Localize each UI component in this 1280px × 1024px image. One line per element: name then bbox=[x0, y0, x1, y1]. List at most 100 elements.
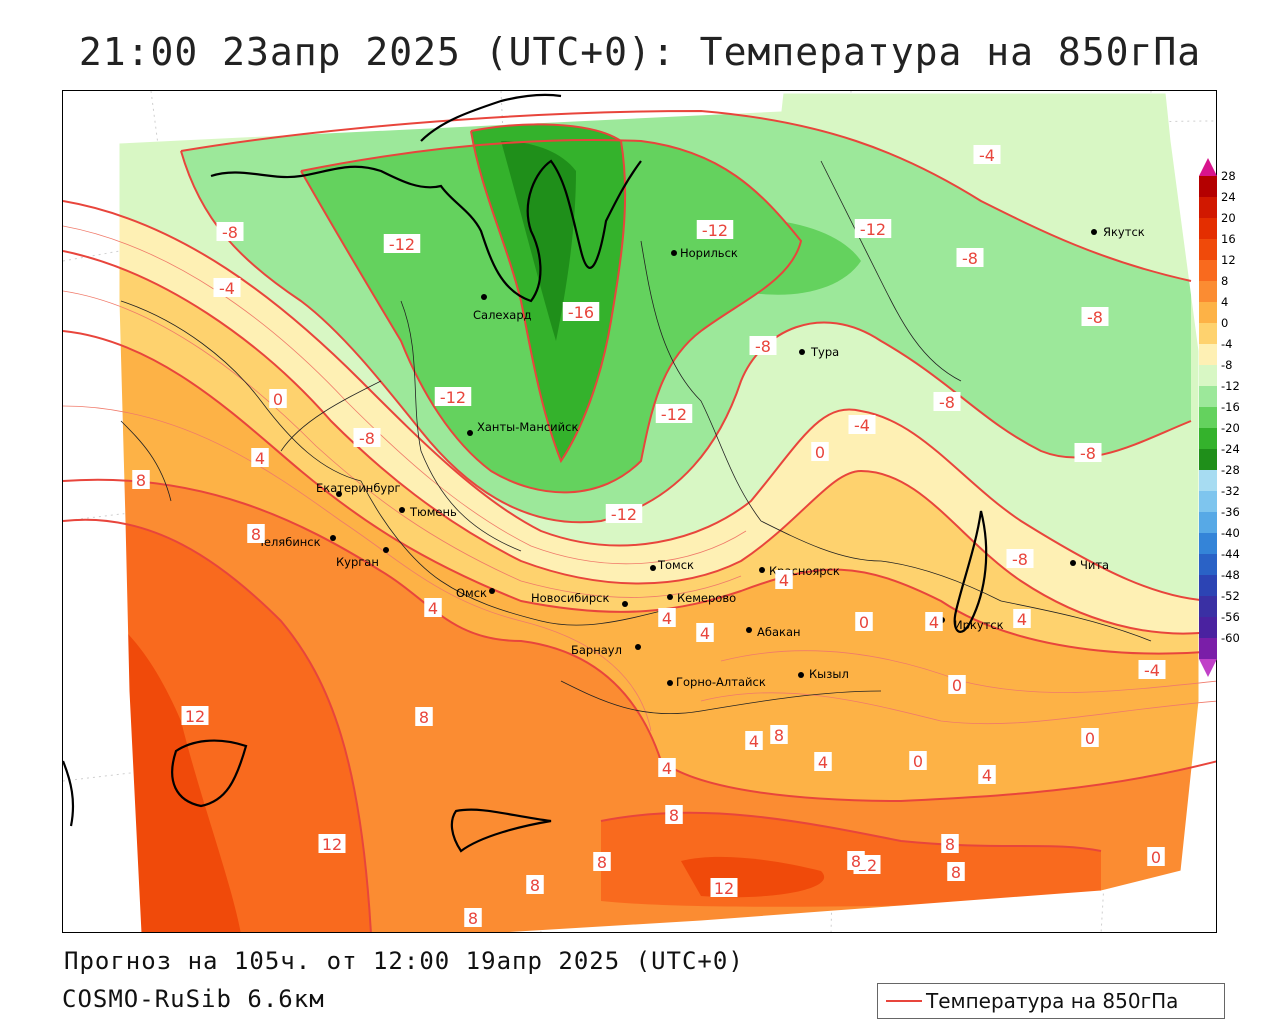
isotherm-label-text: -12 bbox=[389, 235, 415, 254]
isotherm-label-bg bbox=[415, 707, 433, 726]
colorbar-swatch bbox=[1199, 281, 1217, 302]
isotherm-label: -12 bbox=[854, 219, 892, 239]
city-label: Иркутск bbox=[954, 618, 1004, 632]
isotherm-label-bg bbox=[909, 751, 927, 770]
isotherm-thin-lines bbox=[63, 225, 1216, 732]
isotherm-label: -8 bbox=[933, 392, 961, 412]
city-dot bbox=[667, 594, 673, 600]
isotherm-label-text: 4 bbox=[662, 759, 672, 778]
isotherm-label-bg bbox=[933, 392, 961, 411]
isotherm-label-bg bbox=[925, 612, 943, 631]
colorbar-tick-label: -28 bbox=[1221, 463, 1240, 477]
isotherm-label-text: 8 bbox=[945, 835, 955, 854]
isotherm-label: 8 bbox=[770, 725, 788, 745]
city-marker: Горно-Алтайск bbox=[667, 675, 766, 689]
isotherm-label: 4 bbox=[978, 765, 996, 785]
isotherm-label: -12 bbox=[655, 404, 693, 424]
isotherm-label: 8 bbox=[247, 524, 265, 544]
isotherm-label-bg bbox=[941, 834, 959, 853]
city-dot bbox=[667, 680, 673, 686]
isotherm-label-bg bbox=[434, 387, 472, 406]
city-marker: Тюмень bbox=[399, 505, 457, 519]
isotherm-label: 8 bbox=[464, 908, 482, 928]
colorbar-tick-label: 28 bbox=[1221, 169, 1236, 183]
isotherm-label-bg bbox=[181, 706, 209, 725]
city-dot bbox=[1091, 229, 1097, 235]
isotherm-label-text: 4 bbox=[700, 624, 710, 643]
isotherm-label-text: 4 bbox=[818, 753, 828, 772]
temperature-colorbar: 28 24 20 16 12 8 4 0 -4 -8 -12 -16 -20 -24 -28 -32 -36 -4… bbox=[1199, 158, 1240, 677]
colorbar-swatch bbox=[1199, 428, 1217, 449]
isotherm-label-bg bbox=[696, 623, 714, 642]
city-label: Кызыл bbox=[809, 667, 849, 681]
legend: Температура на 850гПа bbox=[877, 983, 1225, 1019]
isotherm-label-text: 0 bbox=[952, 676, 962, 695]
isotherm-label-text: -8 bbox=[222, 223, 238, 242]
isotherm-label-text: 8 bbox=[468, 909, 478, 928]
city-marker: Красноярск bbox=[759, 564, 840, 578]
isotherm-label-bg bbox=[847, 851, 865, 870]
colorbar-swatch bbox=[1199, 197, 1217, 218]
city-dot bbox=[467, 430, 473, 436]
isotherm-label: -12 bbox=[605, 504, 643, 524]
isotherm-label-text: 4 bbox=[929, 613, 939, 632]
colorbar-tick-label: -20 bbox=[1221, 421, 1240, 435]
city-label: Кемерово bbox=[677, 591, 736, 605]
isotherm-label-text: -12 bbox=[661, 405, 687, 424]
isotherm-label: 0 bbox=[855, 612, 873, 632]
city-marker: Якутск bbox=[1091, 225, 1145, 239]
colorbar-tick-label: -24 bbox=[1221, 442, 1240, 456]
isotherm-label-text: 4 bbox=[428, 599, 438, 618]
isotherm-label-bg bbox=[383, 234, 421, 253]
isotherm-label-bg bbox=[251, 448, 269, 467]
isotherm-label-text: -8 bbox=[1087, 308, 1103, 327]
isotherm-label-text: -12 bbox=[702, 221, 728, 240]
isotherm-label: 8 bbox=[415, 707, 433, 727]
isotherm-label-bg bbox=[978, 765, 996, 784]
city-dot bbox=[759, 567, 765, 573]
isotherm-label-text: -8 bbox=[359, 429, 375, 448]
isotherm-label-text: 8 bbox=[669, 806, 679, 825]
isotherm-label-bg bbox=[213, 278, 241, 297]
isotherm-label-text: 4 bbox=[779, 571, 789, 590]
colorbar-swatch bbox=[1199, 638, 1217, 659]
isotherm-label-text: -12 bbox=[611, 505, 637, 524]
map-title: 21:00 23апр 2025 (UTC+0): Температура на… bbox=[78, 30, 1202, 74]
isotherm-label: 4 bbox=[424, 598, 442, 618]
isotherm-label: 8 bbox=[665, 805, 683, 825]
colorbar-tick-label: -56 bbox=[1221, 610, 1240, 624]
isotherm-label: -8 bbox=[1081, 307, 1109, 327]
isotherm-lines bbox=[63, 109, 1216, 932]
isotherm-label-bg bbox=[696, 220, 734, 239]
isotherm-label: -12 bbox=[383, 234, 421, 254]
colorbar-tick-label: 8 bbox=[1221, 274, 1228, 288]
model-info: COSMO-RuSib 6.6км bbox=[62, 985, 325, 1013]
isotherm-label: -4 bbox=[1138, 660, 1166, 680]
isotherm-label: 8 bbox=[593, 852, 611, 872]
isotherm-label-bg bbox=[1074, 443, 1102, 462]
colorbar-swatch bbox=[1199, 344, 1217, 365]
city-label: Чита bbox=[1080, 558, 1109, 572]
colorbar-swatch bbox=[1199, 239, 1217, 260]
isotherm-label-bg bbox=[1081, 728, 1099, 747]
isotherm-label-bg bbox=[956, 248, 984, 267]
isotherm-label-bg bbox=[1006, 549, 1034, 568]
isotherm-label: -8 bbox=[353, 428, 381, 448]
city-label: Омск bbox=[456, 586, 487, 600]
city-marker: Омск bbox=[456, 586, 495, 600]
isotherm-label-bg bbox=[526, 875, 544, 894]
isotherm-label: 4 bbox=[658, 608, 676, 628]
isotherm-label: 12 bbox=[318, 834, 346, 854]
colorbar-swatch bbox=[1199, 386, 1217, 407]
city-markers: Салехард Норильск Якутск Тура Ханты-Мансийск… bbox=[256, 225, 1145, 689]
isotherm-label-text: 8 bbox=[951, 863, 961, 882]
colorbar-swatch bbox=[1199, 176, 1217, 197]
city-dot bbox=[399, 507, 405, 513]
city-label: Курган bbox=[336, 555, 379, 569]
legend-label: Температура на 850гПа bbox=[926, 989, 1179, 1013]
city-marker: Чита bbox=[1070, 558, 1109, 572]
isotherm-label-text: -8 bbox=[939, 393, 955, 412]
colorbar-swatch bbox=[1199, 470, 1217, 491]
colorbar-tick-label: 0 bbox=[1221, 316, 1228, 330]
isotherm-label-text: 8 bbox=[419, 708, 429, 727]
